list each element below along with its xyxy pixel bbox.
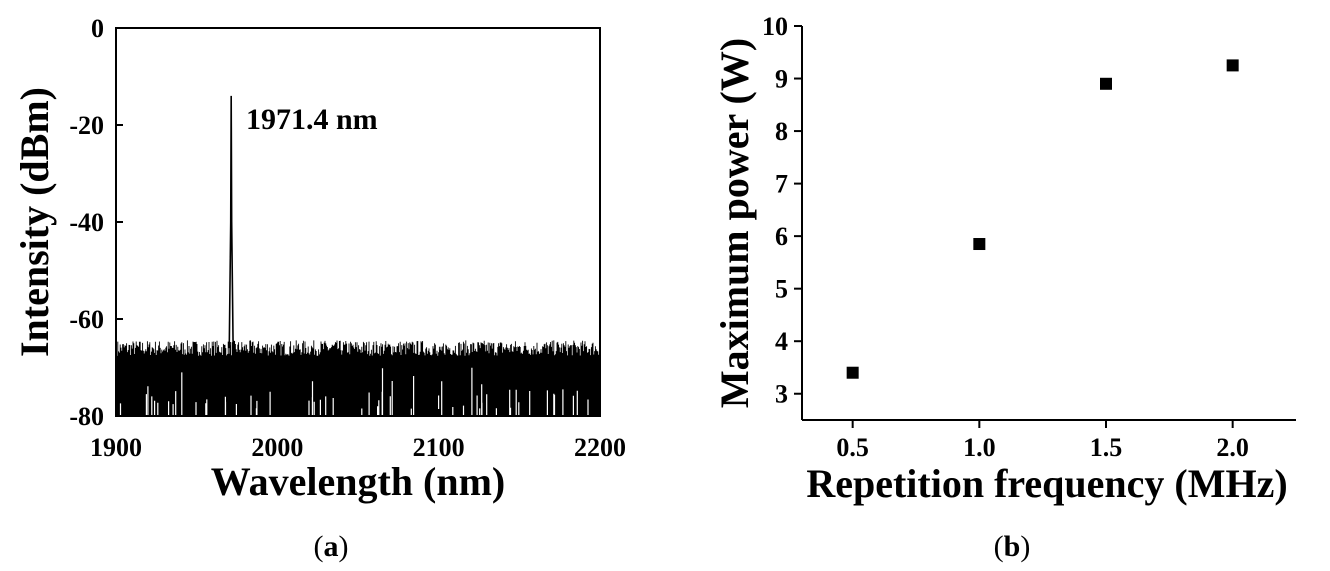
spectrum-peak-line	[228, 95, 234, 349]
y-axis-label-b: Maximum power (W)	[712, 38, 757, 408]
x-tick-label-b-2: 1.5	[1090, 433, 1123, 462]
data-point-1	[973, 238, 986, 251]
y-tick-label-a-0: 0	[91, 14, 104, 43]
x-tick-label-a-2: 2100	[413, 433, 465, 462]
scatter-points	[846, 59, 1239, 379]
y-tick-label-b-6: 9	[775, 65, 788, 94]
axis-ticks-a: 1900 2000 2100 2200 0 -20 -40 -60 -80	[69, 14, 626, 462]
spectrum-noise-floor	[116, 340, 600, 416]
y-tick-label-b-3: 6	[775, 222, 788, 251]
y-axis-label-a: Intensity (dBm)	[12, 87, 57, 357]
peak-annotation: 1971.4 nm	[246, 103, 378, 136]
y-tick-label-b-1: 4	[775, 327, 788, 356]
y-tick-label-b-7: 10	[762, 12, 788, 41]
data-point-0	[846, 366, 859, 379]
x-tick-label-b-3: 2.0	[1216, 433, 1249, 462]
caption-a: (a)	[314, 530, 349, 563]
noise-strokes	[116, 340, 600, 416]
axis-ticks-b: 0.5 1.0 1.5 2.0 3 4 5 6 7 8 9 10	[762, 12, 1249, 462]
x-tick-label-a-3: 2200	[574, 433, 626, 462]
data-point-2	[1100, 77, 1112, 90]
y-tick-label-b-0: 3	[775, 380, 788, 409]
x-axis-label-a: Wavelength (nm)	[211, 459, 505, 504]
x-axis-label-b: Repetition frequency (MHz)	[806, 461, 1287, 506]
y-tick-label-b-2: 5	[775, 275, 788, 304]
caption-b: (b)	[994, 530, 1031, 563]
y-tick-label-b-4: 7	[775, 170, 788, 199]
noise-dropouts	[119, 367, 589, 415]
data-point-3	[1226, 59, 1239, 72]
y-tick-label-a-1: -20	[69, 111, 104, 140]
y-tick-label-a-4: -80	[69, 402, 104, 431]
x-tick-label-a-1: 2000	[251, 433, 303, 462]
x-tick-label-b-1: 1.0	[963, 433, 996, 462]
y-tick-label-b-5: 8	[775, 117, 788, 146]
y-tick-label-a-3: -60	[69, 305, 104, 334]
y-tick-label-a-2: -40	[69, 208, 104, 237]
x-tick-label-b-0: 0.5	[836, 433, 869, 462]
x-tick-label-a-0: 1900	[90, 433, 142, 462]
panel-b: 0.5 1.0 1.5 2.0 3 4 5 6 7 8 9 10 Repetition frequen…	[712, 12, 1296, 563]
